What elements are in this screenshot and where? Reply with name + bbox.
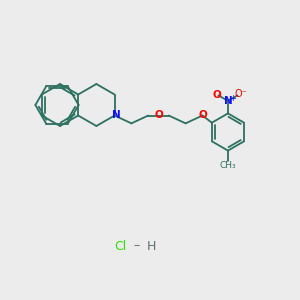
Text: –: – (134, 239, 140, 253)
Text: O: O (154, 110, 163, 121)
Text: Cl: Cl (114, 239, 126, 253)
Text: O: O (212, 90, 221, 100)
Text: CH₃: CH₃ (220, 160, 236, 169)
Text: +: + (229, 94, 236, 103)
Text: O⁻: O⁻ (234, 89, 247, 99)
Text: H: H (147, 239, 156, 253)
Text: O: O (198, 110, 207, 121)
Text: N: N (224, 96, 232, 106)
Text: N: N (112, 110, 120, 121)
